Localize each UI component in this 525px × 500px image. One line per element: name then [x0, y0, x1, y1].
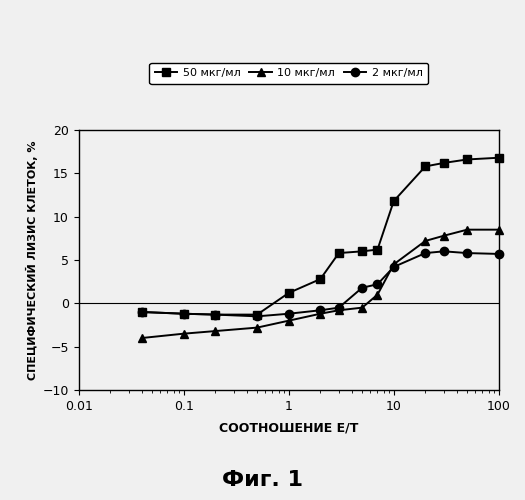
- 50 мкг/мл: [317, 276, 323, 282]
- Line: 10 мкг/мл: 10 мкг/мл: [138, 226, 503, 342]
- 50 мкг/мл: [139, 309, 145, 315]
- Title: КЛОН Z270 (MgG1): КЛОН Z270 (MgG1): [213, 65, 364, 80]
- 2 мкг/мл: [335, 304, 342, 310]
- 2 мкг/мл: [359, 284, 365, 290]
- 10 мкг/мл: [212, 328, 218, 334]
- 50 мкг/мл: [374, 246, 381, 252]
- 2 мкг/мл: [139, 309, 145, 315]
- 50 мкг/мл: [496, 154, 502, 160]
- 50 мкг/мл: [391, 198, 397, 204]
- 50 мкг/мл: [181, 310, 187, 316]
- 2 мкг/мл: [422, 250, 428, 256]
- 2 мкг/мл: [181, 310, 187, 316]
- 2 мкг/мл: [440, 248, 447, 254]
- 50 мкг/мл: [359, 248, 365, 254]
- 10 мкг/мл: [374, 292, 381, 298]
- 2 мкг/мл: [212, 312, 218, 318]
- 50 мкг/мл: [440, 160, 447, 166]
- 10 мкг/мл: [496, 226, 502, 232]
- 10 мкг/мл: [139, 335, 145, 341]
- 10 мкг/мл: [359, 304, 365, 310]
- 2 мкг/мл: [317, 308, 323, 314]
- 50 мкг/мл: [212, 312, 218, 318]
- 50 мкг/мл: [335, 250, 342, 256]
- 2 мкг/мл: [496, 251, 502, 257]
- 10 мкг/мл: [317, 310, 323, 316]
- 2 мкг/мл: [254, 314, 260, 320]
- 50 мкг/мл: [422, 164, 428, 170]
- 2 мкг/мл: [374, 282, 381, 288]
- 10 мкг/мл: [254, 324, 260, 330]
- Line: 50 мкг/мл: 50 мкг/мл: [138, 154, 503, 319]
- Text: Фиг. 1: Фиг. 1: [222, 470, 303, 490]
- 50 мкг/мл: [464, 156, 470, 162]
- 10 мкг/мл: [422, 238, 428, 244]
- X-axis label: СООТНОШЕНИЕ Е/Т: СООТНОШЕНИЕ Е/Т: [219, 421, 359, 434]
- 10 мкг/мл: [181, 330, 187, 336]
- Y-axis label: СПЕЦИФИЧЕСКИЙ ЛИЗИС КЛЕТОК, %: СПЕЦИФИЧЕСКИЙ ЛИЗИС КЛЕТОК, %: [26, 140, 38, 380]
- 50 мкг/мл: [254, 312, 260, 318]
- 10 мкг/мл: [391, 262, 397, 268]
- Legend: 50 мкг/мл, 10 мкг/мл, 2 мкг/мл: 50 мкг/мл, 10 мкг/мл, 2 мкг/мл: [150, 63, 428, 84]
- 2 мкг/мл: [391, 264, 397, 270]
- 2 мкг/мл: [464, 250, 470, 256]
- Line: 2 мкг/мл: 2 мкг/мл: [138, 247, 503, 320]
- 10 мкг/мл: [335, 308, 342, 314]
- 10 мкг/мл: [464, 226, 470, 232]
- 10 мкг/мл: [286, 318, 292, 324]
- 10 мкг/мл: [440, 232, 447, 238]
- 2 мкг/мл: [286, 310, 292, 316]
- 50 мкг/мл: [286, 290, 292, 296]
